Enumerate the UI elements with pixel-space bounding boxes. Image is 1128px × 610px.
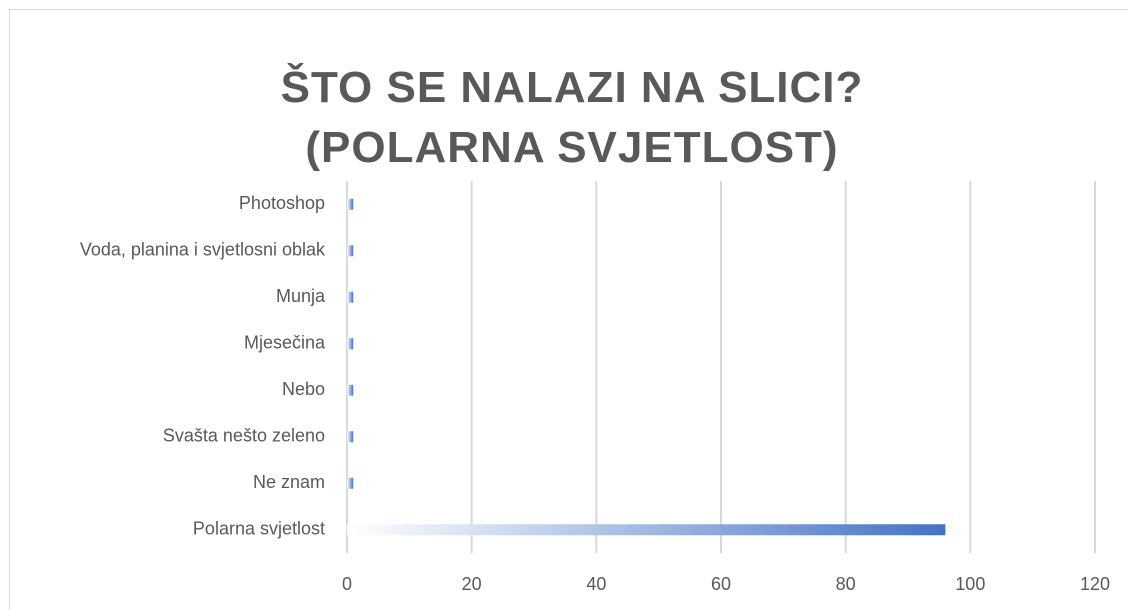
- x-tick-label: 120: [1080, 574, 1110, 594]
- x-tick-label: 0: [342, 574, 352, 594]
- y-tick-label: Svašta nešto zeleno: [163, 426, 325, 446]
- bar: [347, 245, 354, 257]
- y-tick-label: Munja: [276, 286, 326, 306]
- chart-title: ŠTO SE NALAZI NA SLICI? (POLARNA SVJETLO…: [280, 63, 864, 172]
- x-tick-label: 80: [836, 574, 856, 594]
- x-tick-label: 100: [955, 574, 985, 594]
- y-tick-label: Polarna svjetlost: [193, 519, 325, 539]
- x-tick-label: 20: [462, 574, 482, 594]
- x-tick-label: 40: [586, 574, 606, 594]
- bar: [347, 477, 354, 489]
- chart-border: [9, 9, 1128, 610]
- bar: [347, 338, 354, 350]
- x-tick-label: 60: [711, 574, 731, 594]
- bar: [347, 524, 946, 536]
- y-tick-label: Nebo: [282, 379, 325, 399]
- y-tick-label: Mjesečina: [244, 333, 326, 353]
- y-tick-label: Ne znam: [253, 472, 325, 492]
- bar: [347, 384, 354, 396]
- bar: [347, 291, 354, 303]
- y-tick-label: Photoshop: [239, 193, 325, 213]
- bar: [347, 198, 354, 210]
- y-tick-label: Voda, planina i svjetlosni oblak: [80, 240, 326, 260]
- bar: [347, 431, 354, 443]
